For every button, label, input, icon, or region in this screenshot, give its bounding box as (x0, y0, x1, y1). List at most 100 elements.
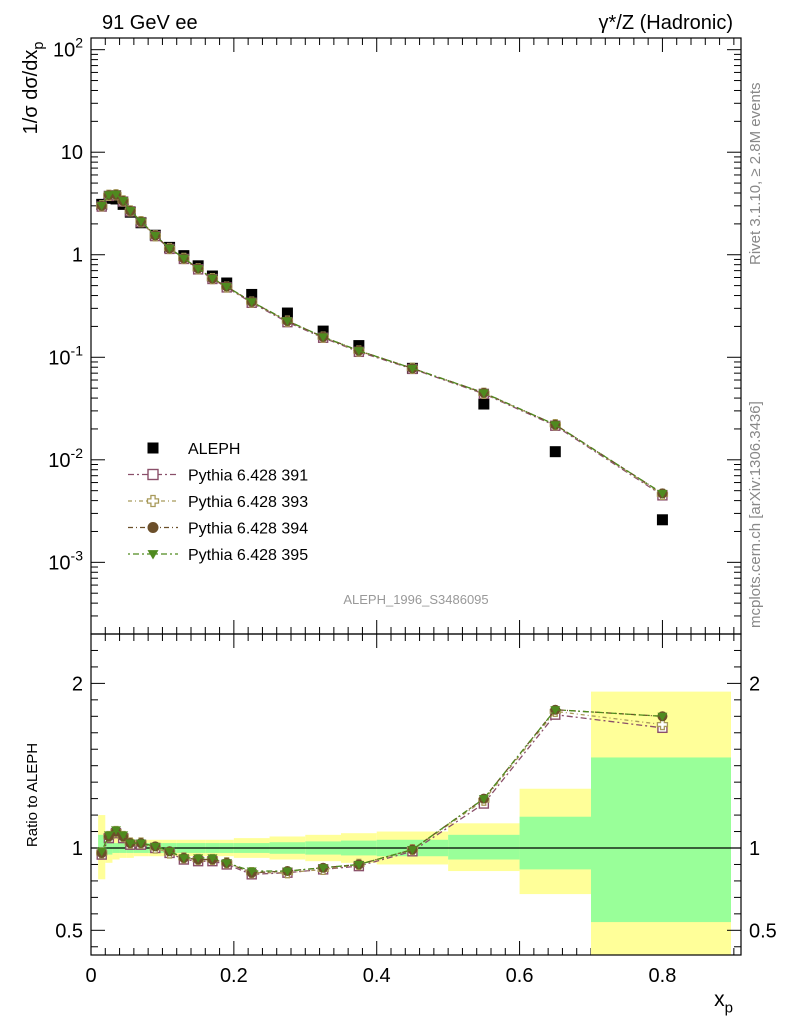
mc-point-p395 (207, 854, 218, 863)
mc-point-p395 (246, 298, 257, 307)
legend-label-p393: Pythia 6.428 393 (188, 494, 308, 511)
data-point (246, 288, 258, 300)
mc-point-p395 (118, 831, 129, 840)
mc-point-p395 (193, 264, 204, 274)
mc-point-p395 (318, 333, 329, 342)
mc-point-p395 (164, 244, 175, 254)
mc-point-p395 (657, 489, 668, 499)
main-frame (90, 37, 742, 635)
y-tick-label: 0.5 (55, 920, 83, 942)
header-right-label: γ*/Z (Hadronic) (599, 12, 733, 34)
mc-point-p395 (407, 364, 418, 374)
mc-point-p395 (111, 826, 121, 835)
x-tick-label: 0.4 (363, 965, 391, 987)
mc-point-p395 (318, 864, 329, 873)
series-p391 (96, 190, 668, 501)
ratio-band-inner (98, 834, 106, 860)
y-tick-label: 10 (61, 142, 83, 164)
y-tick-label: 2 (72, 673, 83, 695)
mc-point-p395 (478, 795, 489, 804)
data-point (656, 514, 668, 526)
analysis-id-label: ALEPH_1996_S3486095 (343, 592, 488, 607)
mc-point-p395 (657, 712, 668, 722)
x-tick-label: 0 (85, 965, 96, 987)
mc-point-p395 (96, 202, 107, 211)
legend-marker-p395 (147, 550, 159, 560)
mc-point-p395 (136, 217, 146, 227)
mc-point-p395 (550, 706, 561, 715)
series-p394 (96, 189, 668, 499)
main-y-axis-title: 1/σ dσ/dxp (20, 42, 47, 135)
mc-point-p395 (478, 389, 489, 398)
mc-point-p395 (164, 847, 175, 857)
mc-point-p395 (407, 846, 418, 855)
mc-point-p395 (246, 867, 257, 877)
mc-point-p393 (656, 718, 669, 731)
legend-marker-p391 (147, 468, 159, 481)
y-tick-label: 102 (53, 35, 83, 62)
mc-point-p395 (125, 839, 136, 849)
series-line-p395 (101, 193, 663, 494)
data-point (478, 398, 490, 410)
mc-point-p395 (103, 831, 114, 840)
y-tick-label: 10-2 (48, 445, 83, 472)
main-y-axis-label: 1/σ dσ/dxp (20, 42, 47, 135)
mc-point-p395 (118, 197, 129, 206)
ratio-band-inner (519, 816, 591, 870)
mc-point-p395 (282, 867, 293, 877)
legend-label-data: ALEPH (188, 441, 240, 458)
series-line-p394 (101, 194, 663, 494)
ratio-panel: 0 0.2 0.4 0.6 0.8 0.5 0.5 1 1 2 2 (55, 633, 777, 987)
ratio-series-p395 (96, 706, 668, 877)
legend-label-p391: Pythia 6.428 391 (188, 468, 308, 485)
y-tick-label: 10-3 (48, 547, 83, 574)
main-panel: 10-3 10-2 10-1 1 10 102 (48, 35, 742, 955)
mc-point-p395 (353, 860, 364, 870)
mc-point-p395 (207, 274, 218, 284)
mc-point-p395 (136, 839, 146, 849)
mc-point-p395 (150, 842, 161, 852)
series-line-p391 (101, 194, 663, 496)
header-left-label: 91 GeV ee (102, 12, 198, 34)
data-point (317, 325, 329, 337)
y-tick-label: 1 (72, 245, 83, 267)
y-tick-label-right: 2 (749, 673, 760, 695)
ratio-y-axis-title: Ratio to ALEPH (24, 743, 41, 847)
mcplots-label: mcplots.cern.ch [arXiv:1306.3436] (747, 401, 764, 628)
legend-marker-data (147, 442, 159, 454)
series-line-p393 (101, 194, 663, 495)
ratio-frame (90, 633, 742, 956)
x-tick-label: 0.6 (506, 965, 534, 987)
mc-point-p395 (193, 854, 204, 863)
legend: ALEPH Pythia 6.428 391 Pythia 6.428 393 Pyt… (128, 441, 308, 564)
data-point (549, 446, 561, 458)
x-axis-title: xp (714, 988, 733, 1016)
y-tick-label-right: 0.5 (749, 920, 777, 942)
series-p395 (96, 190, 668, 499)
legend-label-p394: Pythia 6.428 394 (188, 521, 308, 538)
ratio-band-inner (591, 757, 731, 923)
rivet-version-label: Rivet 3.1.10, ≥ 2.8M events (747, 83, 764, 266)
series-p393 (96, 189, 669, 501)
mc-point-p395 (150, 232, 161, 241)
mc-point-p395 (550, 421, 561, 430)
y-tick-label: 1 (72, 838, 83, 860)
mc-point-p395 (221, 859, 232, 868)
mc-point-p395 (178, 254, 189, 264)
y-tick-label-right: 1 (749, 838, 760, 860)
legend-label-p395: Pythia 6.428 395 (188, 547, 308, 564)
mc-point-p395 (125, 207, 136, 216)
ratio-line-p391 (101, 713, 663, 875)
mc-point-p395 (178, 854, 189, 863)
legend-marker-p394 (147, 522, 159, 533)
legend-marker-p393 (146, 494, 160, 508)
mc-point-p395 (111, 190, 121, 200)
ratio-band-inner (448, 834, 520, 860)
mc-point-p395 (221, 283, 232, 292)
y-tick-label: 10-1 (48, 342, 83, 369)
x-tick-label: 0.2 (220, 965, 248, 987)
mc-point-p395 (353, 347, 364, 356)
x-tick-label: 0.8 (649, 965, 677, 987)
mc-point-p395 (103, 191, 114, 200)
